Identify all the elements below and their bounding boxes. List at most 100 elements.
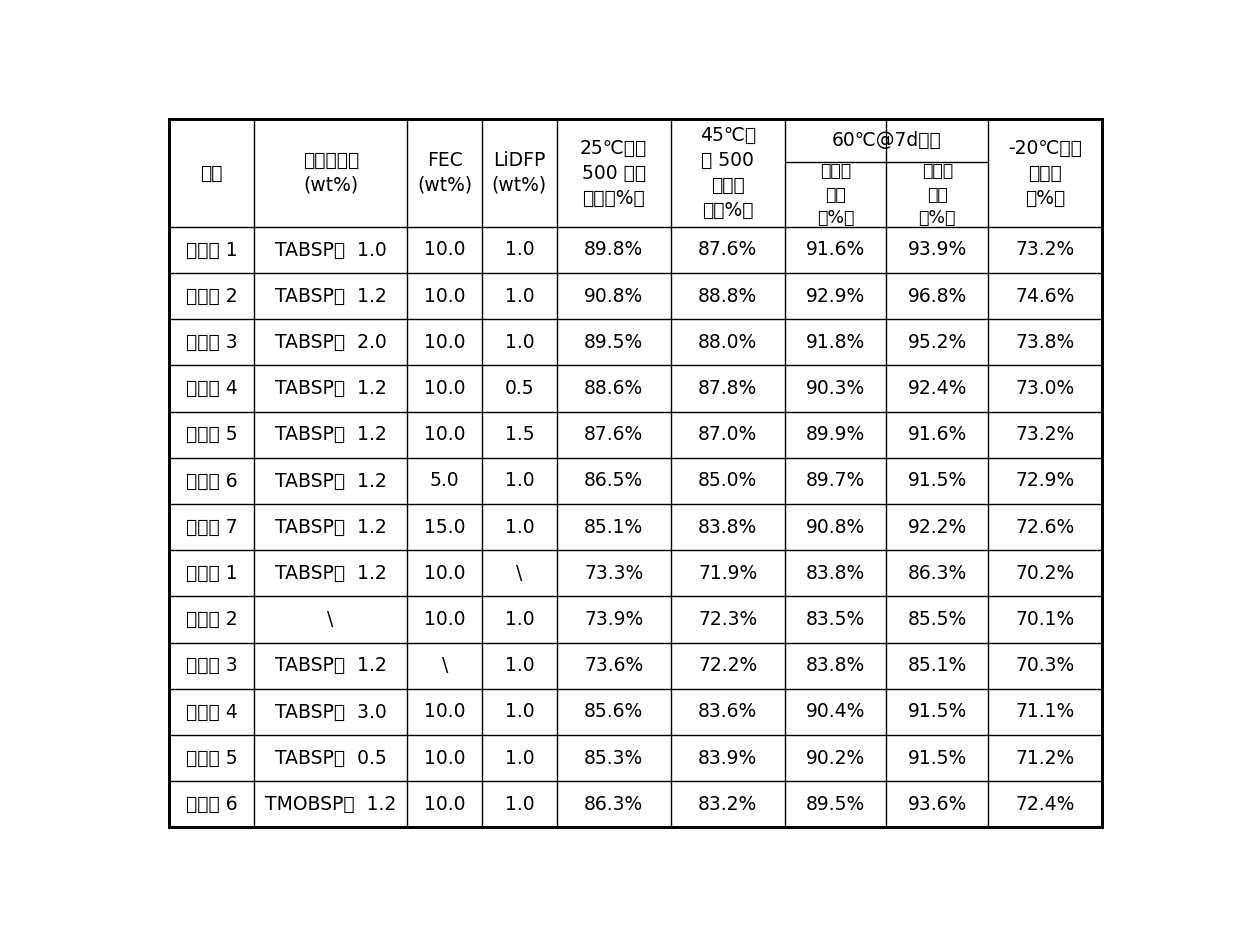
Text: 90.3%: 90.3% (806, 379, 866, 398)
Text: 92.2%: 92.2% (908, 518, 967, 536)
Text: 实施例 7: 实施例 7 (186, 518, 237, 536)
Text: 1.0: 1.0 (505, 610, 534, 630)
Text: 实施例 2: 实施例 2 (186, 287, 237, 306)
Text: TABSP：  1.2: TABSP： 1.2 (275, 564, 387, 582)
Text: 73.8%: 73.8% (1016, 333, 1075, 352)
Text: 实施例 1: 实施例 1 (186, 241, 237, 260)
Text: TABSP：  3.0: TABSP： 3.0 (275, 703, 387, 722)
Text: 89.5%: 89.5% (584, 333, 644, 352)
Text: 实施例 3: 实施例 3 (186, 333, 237, 352)
Text: 72.6%: 72.6% (1016, 518, 1075, 536)
Text: 72.9%: 72.9% (1016, 471, 1075, 490)
Text: 85.0%: 85.0% (698, 471, 758, 490)
Text: 60℃@7d储存: 60℃@7d储存 (832, 131, 941, 151)
Text: -20℃放电
保持率
（%）: -20℃放电 保持率 （%） (1008, 138, 1083, 207)
Text: 对比例 6: 对比例 6 (186, 795, 237, 814)
Text: 74.6%: 74.6% (1016, 287, 1075, 306)
Text: 1.0: 1.0 (505, 749, 534, 768)
Text: 90.8%: 90.8% (806, 518, 866, 536)
Text: 86.3%: 86.3% (908, 564, 967, 582)
Text: TABSP：  1.2: TABSP： 1.2 (275, 379, 387, 398)
Text: 91.6%: 91.6% (806, 241, 866, 260)
Text: 89.7%: 89.7% (806, 471, 866, 490)
Text: 89.8%: 89.8% (584, 241, 644, 260)
Text: \: \ (441, 656, 448, 676)
Text: 72.3%: 72.3% (698, 610, 758, 630)
Text: 73.9%: 73.9% (584, 610, 644, 630)
Text: 对比例 5: 对比例 5 (186, 749, 237, 768)
Text: 1.0: 1.0 (505, 703, 534, 722)
Text: 90.2%: 90.2% (806, 749, 866, 768)
Text: 70.3%: 70.3% (1016, 656, 1075, 676)
Text: LiDFP
(wt%): LiDFP (wt%) (492, 151, 547, 195)
Text: TABSP：  1.2: TABSP： 1.2 (275, 425, 387, 444)
Text: \: \ (327, 610, 334, 630)
Text: 93.9%: 93.9% (908, 241, 967, 260)
Text: 88.0%: 88.0% (698, 333, 758, 352)
Text: 85.1%: 85.1% (584, 518, 644, 536)
Text: 10.0: 10.0 (424, 379, 465, 398)
Text: 10.0: 10.0 (424, 795, 465, 814)
Text: 1.0: 1.0 (505, 518, 534, 536)
Text: 91.6%: 91.6% (908, 425, 967, 444)
Text: 83.8%: 83.8% (806, 564, 866, 582)
Text: 92.9%: 92.9% (806, 287, 866, 306)
Text: FEC
(wt%): FEC (wt%) (417, 151, 472, 195)
Text: 91.5%: 91.5% (908, 749, 967, 768)
Text: \: \ (516, 564, 522, 582)
Text: 83.8%: 83.8% (698, 518, 758, 536)
Text: TABSP：  1.2: TABSP： 1.2 (275, 287, 387, 306)
Text: 87.6%: 87.6% (584, 425, 644, 444)
Text: 85.1%: 85.1% (908, 656, 967, 676)
Text: 10.0: 10.0 (424, 287, 465, 306)
Text: 93.6%: 93.6% (908, 795, 967, 814)
Text: 86.3%: 86.3% (584, 795, 644, 814)
Text: 89.9%: 89.9% (806, 425, 866, 444)
Text: 73.0%: 73.0% (1016, 379, 1075, 398)
Text: 1.0: 1.0 (505, 795, 534, 814)
Text: 10.0: 10.0 (424, 610, 465, 630)
Text: 1.0: 1.0 (505, 471, 534, 490)
Text: 87.0%: 87.0% (698, 425, 758, 444)
Text: TABSP：  2.0: TABSP： 2.0 (275, 333, 387, 352)
Text: 10.0: 10.0 (424, 241, 465, 260)
Text: 对比例 1: 对比例 1 (186, 564, 237, 582)
Text: 73.2%: 73.2% (1016, 425, 1075, 444)
Text: 70.2%: 70.2% (1016, 564, 1075, 582)
Text: 正极添加剂
(wt%): 正极添加剂 (wt%) (303, 151, 358, 195)
Text: 0.5: 0.5 (505, 379, 534, 398)
Text: 71.2%: 71.2% (1016, 749, 1075, 768)
Text: 1.0: 1.0 (505, 241, 534, 260)
Text: TABSP：  1.2: TABSP： 1.2 (275, 518, 387, 536)
Text: 5.0: 5.0 (430, 471, 460, 490)
Text: 1.5: 1.5 (505, 425, 534, 444)
Text: 90.4%: 90.4% (806, 703, 866, 722)
Text: 72.2%: 72.2% (698, 656, 758, 676)
Text: 71.1%: 71.1% (1016, 703, 1075, 722)
Text: TABSP：  1.2: TABSP： 1.2 (275, 471, 387, 490)
Text: 10.0: 10.0 (424, 333, 465, 352)
Text: TMOBSP：  1.2: TMOBSP： 1.2 (265, 795, 397, 814)
Text: 容量恢
复率
（%）: 容量恢 复率 （%） (919, 162, 956, 227)
Text: 90.8%: 90.8% (584, 287, 644, 306)
Text: 85.6%: 85.6% (584, 703, 644, 722)
Text: 72.4%: 72.4% (1016, 795, 1075, 814)
Text: 83.2%: 83.2% (698, 795, 758, 814)
Text: 73.6%: 73.6% (584, 656, 644, 676)
Text: 87.6%: 87.6% (698, 241, 758, 260)
Text: 91.8%: 91.8% (806, 333, 866, 352)
Text: 83.9%: 83.9% (698, 749, 758, 768)
Text: TABSP：  0.5: TABSP： 0.5 (275, 749, 387, 768)
Text: 1.0: 1.0 (505, 287, 534, 306)
Text: 10.0: 10.0 (424, 564, 465, 582)
Text: 83.5%: 83.5% (806, 610, 866, 630)
Text: 91.5%: 91.5% (908, 703, 967, 722)
Text: 85.5%: 85.5% (908, 610, 967, 630)
Text: TABSP：  1.0: TABSP： 1.0 (275, 241, 387, 260)
Text: 对比例 4: 对比例 4 (186, 703, 237, 722)
Text: 86.5%: 86.5% (584, 471, 644, 490)
Text: 对比例 2: 对比例 2 (186, 610, 237, 630)
Text: 87.8%: 87.8% (698, 379, 758, 398)
Text: 25℃循环
500 周保
持率（%）: 25℃循环 500 周保 持率（%） (580, 138, 647, 207)
Text: 容量保
持率
（%）: 容量保 持率 （%） (817, 162, 854, 227)
